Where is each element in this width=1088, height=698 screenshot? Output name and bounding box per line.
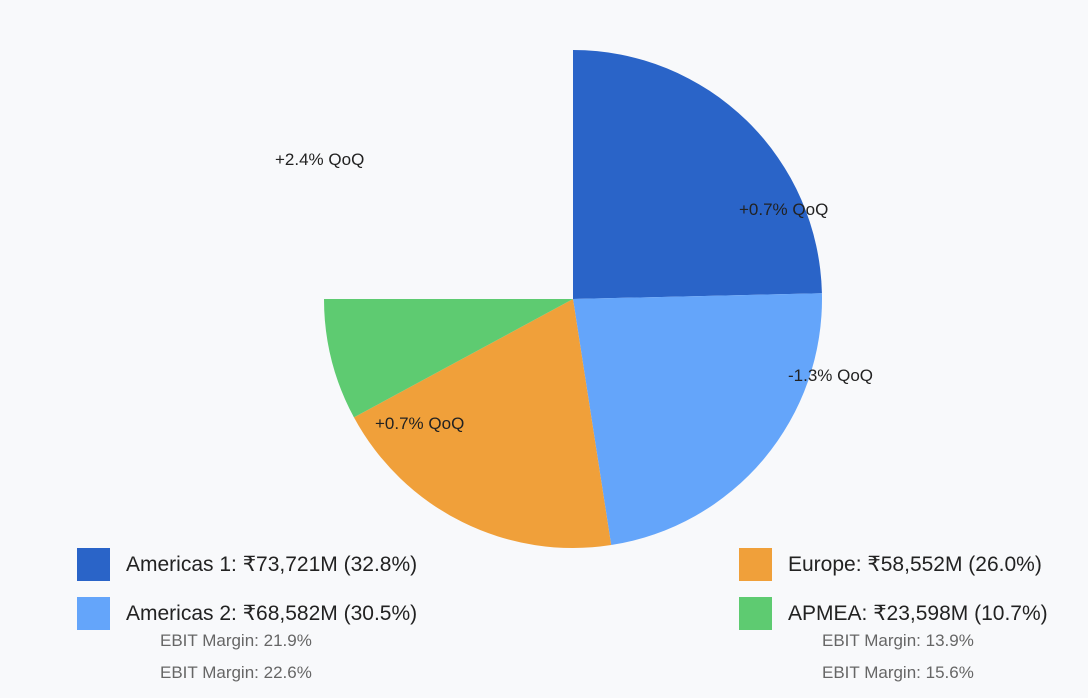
legend-swatch-europe [739,547,772,581]
legend-item-apmea[interactable]: APMEA: ₹23,598M (10.7%) [739,596,1048,630]
qoq-label-apmea: +0.7% QoQ [375,414,465,433]
slice-americas-1[interactable] [573,50,822,299]
qoq-label-americas-1: +2.4% QoQ [275,150,365,169]
legend-swatch-apmea [739,596,772,630]
legend-label-americas-1: Americas 1: ₹73,721M (32.8%) [126,552,418,576]
legend-item-americas-1[interactable]: Americas 1: ₹73,721M (32.8%) [77,547,417,581]
slice-americas-2[interactable] [573,293,822,546]
qoq-label-europe: -1.3% QoQ [788,366,874,385]
slice-apmea[interactable] [324,299,573,418]
ebit-margin-americas-1: EBIT Margin: 21.9% [160,631,312,650]
ebit-margin-americas-2: EBIT Margin: 22.6% [160,663,312,682]
legend-swatch-americas-2 [77,596,110,630]
legend-label-americas-2: Americas 2: ₹68,582M (30.5%) [126,601,418,625]
legend-label-europe: Europe: ₹58,552M (26.0%) [788,552,1042,576]
slice-europe[interactable] [353,299,612,549]
ebit-margin-apmea: EBIT Margin: 15.6% [822,663,974,682]
ebit-margin-europe: EBIT Margin: 13.9% [822,631,974,650]
qoq-label-americas-2: +0.7% QoQ [739,200,829,219]
legend-item-europe[interactable]: Europe: ₹58,552M (26.0%) [739,547,1042,581]
legend-label-apmea: APMEA: ₹23,598M (10.7%) [788,601,1048,625]
legend-swatch-americas-1 [77,547,110,581]
legend-item-americas-2[interactable]: Americas 2: ₹68,582M (30.5%) [77,596,417,630]
